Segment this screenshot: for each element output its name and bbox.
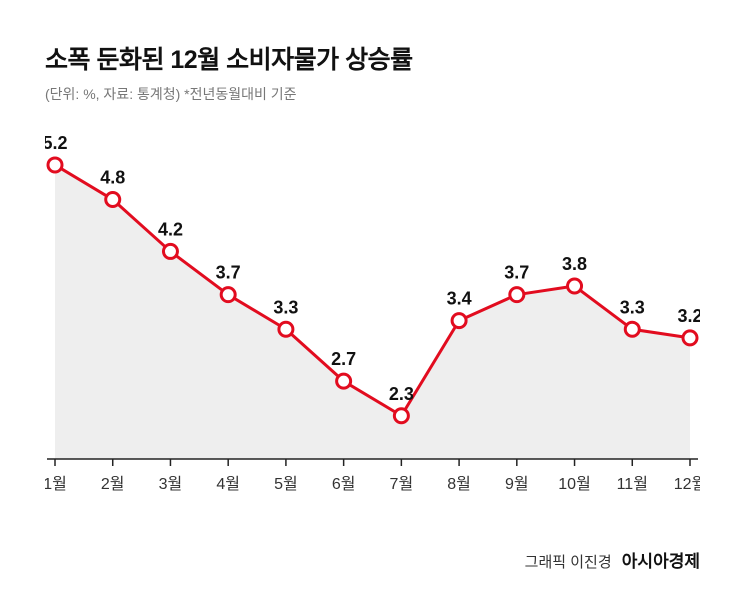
data-marker bbox=[106, 193, 120, 207]
line-chart-svg: 5.2 4.8 4.2 3.7 3.3 2.7 2.3 3.4 3.7 3.8 3.3 3.2 1월 2월… bbox=[45, 129, 700, 509]
data-marker bbox=[221, 288, 235, 302]
data-marker bbox=[163, 244, 177, 258]
data-label: 3.4 bbox=[447, 289, 472, 309]
credit-line: 그래픽 이진경 아시아경제 bbox=[525, 547, 700, 572]
data-marker bbox=[510, 288, 524, 302]
data-marker bbox=[337, 374, 351, 388]
chart: 5.2 4.8 4.2 3.7 3.3 2.7 2.3 3.4 3.7 3.8 3.3 3.2 1월 2월… bbox=[45, 129, 700, 509]
data-marker bbox=[683, 331, 697, 345]
data-label: 5.2 bbox=[45, 133, 68, 153]
x-label: 3월 bbox=[159, 475, 183, 493]
data-marker bbox=[452, 314, 466, 328]
data-label: 4.2 bbox=[158, 219, 183, 239]
x-label: 4월 bbox=[216, 475, 240, 493]
x-label: 9월 bbox=[505, 475, 529, 493]
credit-prefix: 그래픽 이진경 bbox=[525, 554, 612, 571]
data-label: 3.2 bbox=[677, 306, 700, 326]
x-label: 5월 bbox=[274, 475, 298, 493]
data-label: 2.7 bbox=[331, 349, 356, 369]
data-marker bbox=[568, 279, 582, 293]
x-label: 6월 bbox=[332, 475, 356, 493]
data-marker bbox=[394, 409, 408, 423]
x-label: 12월 bbox=[674, 475, 700, 493]
data-label: 3.3 bbox=[620, 297, 645, 317]
data-label: 3.3 bbox=[273, 297, 298, 317]
x-label: 2월 bbox=[101, 475, 125, 493]
credit-brand: 아시아경제 bbox=[622, 552, 700, 571]
x-label: 10월 bbox=[558, 475, 591, 493]
chart-subtitle: (단위: %, 자료: 통계청) *전년동월대비 기준 bbox=[45, 84, 700, 104]
chart-title: 소폭 둔화된 12월 소비자물가 상승률 bbox=[45, 40, 700, 76]
data-marker bbox=[279, 322, 293, 336]
data-label: 3.8 bbox=[562, 254, 587, 274]
data-label: 3.7 bbox=[504, 263, 529, 283]
x-label: 11월 bbox=[617, 475, 648, 493]
x-label: 8월 bbox=[447, 475, 471, 493]
data-marker bbox=[48, 158, 62, 172]
area-fill bbox=[55, 165, 690, 459]
data-label: 4.8 bbox=[100, 168, 125, 188]
data-marker bbox=[625, 322, 639, 336]
x-label: 1월 bbox=[45, 475, 67, 493]
x-label: 7월 bbox=[390, 475, 414, 493]
data-label: 2.3 bbox=[389, 384, 414, 404]
data-label: 3.7 bbox=[216, 263, 241, 283]
